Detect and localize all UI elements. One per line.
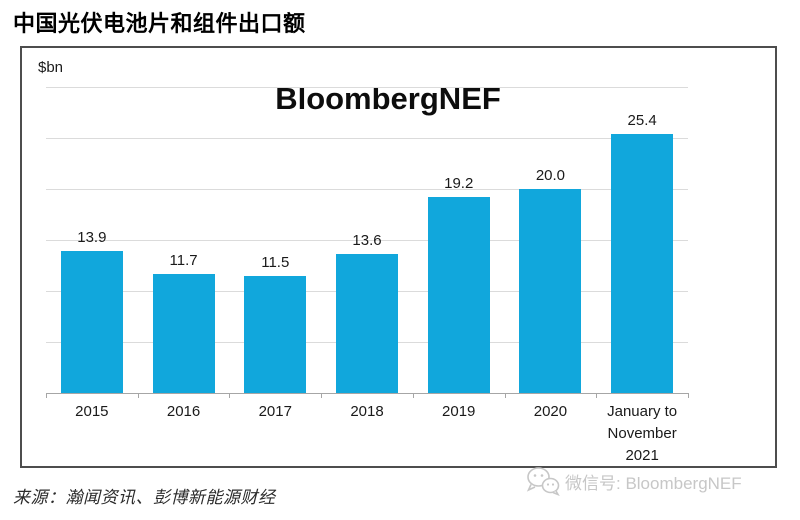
bar-2016 bbox=[152, 273, 215, 393]
x-axis-tick bbox=[229, 393, 231, 398]
bar-value-label: 11.5 bbox=[261, 253, 290, 271]
x-tick-label: 2017 bbox=[258, 403, 292, 420]
bar-value-label: 19.2 bbox=[444, 175, 474, 193]
page-title: 中国光伏电池片和组件出口额 bbox=[13, 11, 306, 36]
bar-January-to-November-2021 bbox=[611, 133, 674, 393]
wechat-watermark: 微信号: BloombergNEF bbox=[526, 466, 742, 497]
gridline-25 bbox=[46, 138, 688, 139]
bar-value-label: 20.0 bbox=[535, 167, 566, 184]
x-axis-tick bbox=[321, 393, 323, 398]
chart-frame: $bn BloombergNEF 13.9 2015 11.7 2016 11.5 201… bbox=[20, 46, 777, 468]
bloombergnef-watermark: BloombergNEF bbox=[275, 81, 501, 116]
plot-area: 13.9 2015 11.7 2016 11.5 2017 13.6 2018 19.2 2019… bbox=[46, 87, 689, 464]
x-tick-label: 2016 bbox=[166, 403, 201, 420]
bar-2015 bbox=[60, 251, 123, 393]
bar-2019 bbox=[427, 197, 490, 393]
x-tick-label: 2018 bbox=[350, 403, 384, 420]
source-note: 来源：瀚闻资讯、彭博新能源财经 bbox=[13, 488, 276, 507]
gridline-30 bbox=[46, 87, 688, 88]
gridline-15 bbox=[46, 240, 688, 241]
x-tick-label: 2015 bbox=[75, 403, 109, 420]
bar-value-label: 11.7 bbox=[169, 251, 198, 269]
x-axis-tick bbox=[504, 393, 506, 398]
gridline-20 bbox=[46, 189, 688, 190]
x-axis-tick bbox=[596, 393, 598, 398]
bar-value-label: 13.6 bbox=[352, 232, 382, 250]
x-tick-label: 2020 bbox=[533, 403, 568, 420]
x-axis-tick bbox=[688, 393, 689, 398]
bar-2020 bbox=[519, 189, 582, 393]
bar-value-label: 13.9 bbox=[77, 229, 107, 247]
x-tick-label: January to November 2021 bbox=[607, 403, 678, 464]
x-tick-label: 2019 bbox=[442, 403, 476, 420]
bar-2018 bbox=[336, 254, 398, 393]
bar-value-label: 25.4 bbox=[627, 111, 657, 129]
x-axis-tick bbox=[46, 393, 47, 398]
bar-2017 bbox=[244, 275, 307, 393]
x-axis-tick bbox=[137, 393, 139, 398]
x-axis-tick bbox=[412, 393, 414, 398]
wechat-icon bbox=[526, 466, 560, 497]
x-axis-line bbox=[46, 393, 688, 394]
y-axis-unit-label: $bn bbox=[38, 59, 64, 76]
wechat-label: 微信号: BloombergNEF bbox=[565, 473, 742, 493]
